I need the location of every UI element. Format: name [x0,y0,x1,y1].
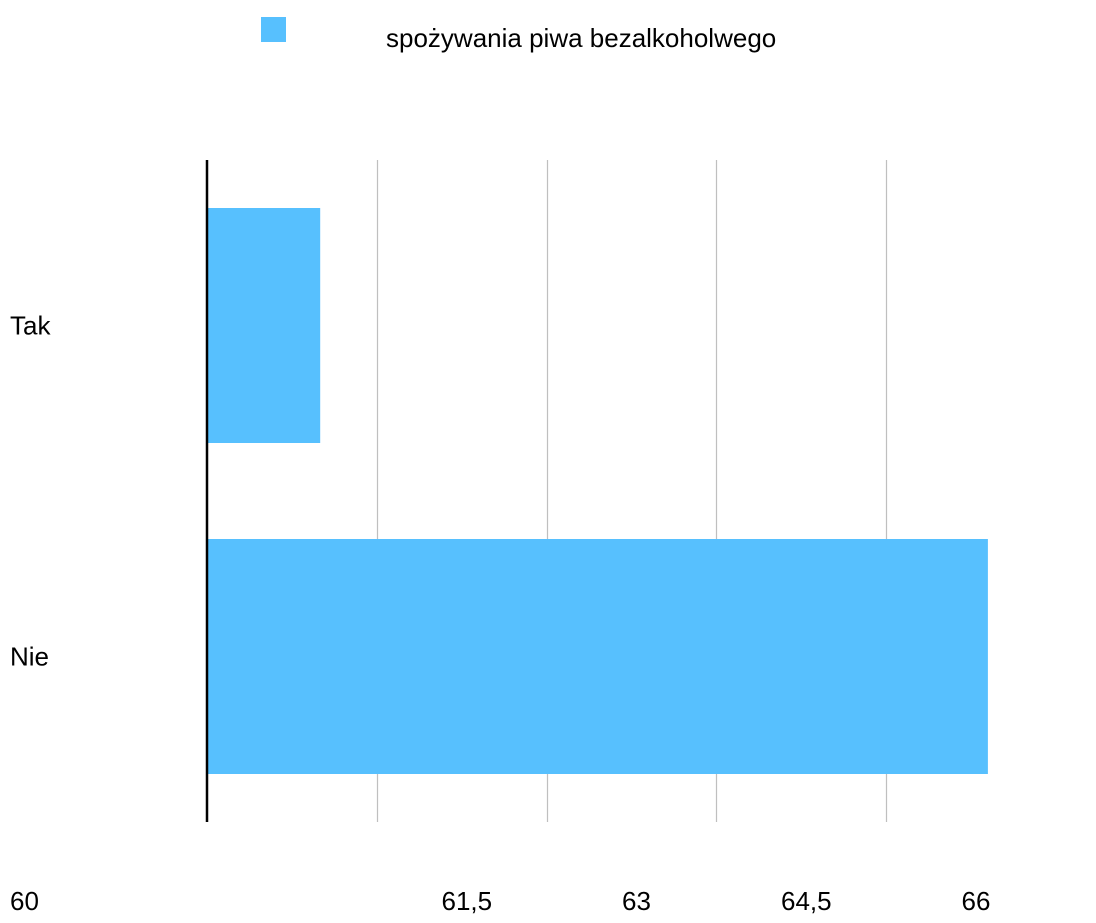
bar-tak [207,208,321,443]
legend-label: spożywania piwa bezalkoholwego [386,23,776,53]
legend: spożywania piwa bezalkoholwego [261,17,776,53]
bars [207,208,988,774]
category-label: Tak [10,311,51,341]
x-tick-labels: 60 61,5 63 64,5 66 [10,886,990,916]
x-tick-label: 60 [10,886,39,916]
x-tick-label: 64,5 [781,886,832,916]
x-tick-label: 61,5 [441,886,492,916]
category-label: Nie [10,642,49,672]
legend-swatch [261,17,286,42]
category-labels: Tak Nie [10,311,51,672]
x-tick-label: 63 [622,886,651,916]
x-tick-label: 66 [962,886,991,916]
bar-nie [207,539,988,774]
